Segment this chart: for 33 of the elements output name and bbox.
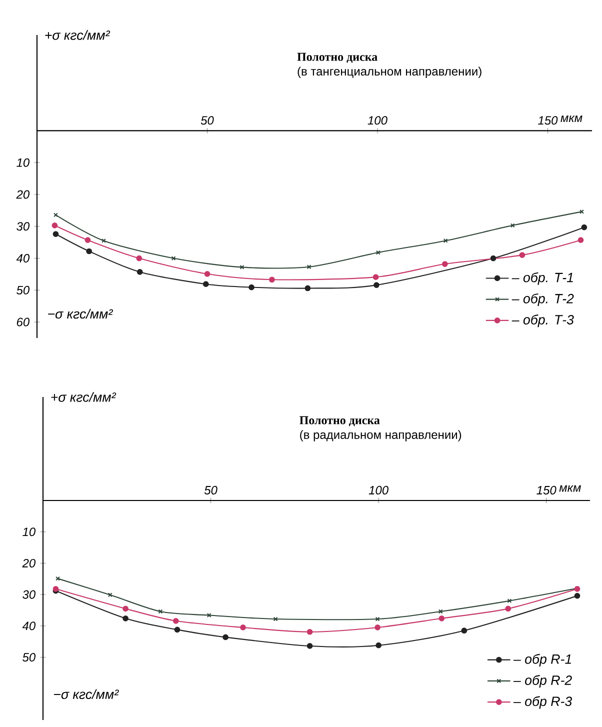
- x-axis-title: мкм: [560, 116, 582, 122]
- legend-label: – обр R-2: [513, 675, 572, 688]
- legend-label: – обр. Т-1: [512, 272, 573, 285]
- y-tick-label: 30: [16, 222, 30, 231]
- annotation: −σ кгс/мм²: [54, 689, 119, 700]
- x-tick-label: 150: [536, 486, 556, 494]
- text: Полотно диска: [300, 416, 380, 426]
- legend-label: – обр R-3: [513, 696, 572, 709]
- y-tick-label: 50: [16, 286, 30, 294]
- y-axis-title: +σ кгс/мм²: [51, 392, 116, 402]
- x-tick-label: 50: [204, 486, 218, 494]
- y-tick-label: 60: [16, 318, 30, 326]
- y-tick-label: 20: [22, 558, 36, 568]
- x-tick-label: 50: [200, 116, 214, 125]
- y-tick-label: 40: [16, 254, 30, 263]
- legend-label: – обр R-1: [513, 654, 571, 666]
- y-axis-title: +σ кгс/мм²: [45, 30, 110, 40]
- y-tick-label: 10: [16, 158, 30, 167]
- x-tick-label: 100: [368, 486, 388, 494]
- y-tick-label: 50: [22, 653, 36, 662]
- annotation: −σ кгс/мм²: [48, 308, 114, 319]
- text: (в тангенциальном направлении): [298, 66, 482, 78]
- y-tick-label: 40: [22, 622, 36, 630]
- y-tick-label: 20: [16, 190, 30, 199]
- x-tick-label: 100: [368, 116, 388, 125]
- text: Полотно диска: [297, 52, 378, 63]
- y-tick-label: 30: [22, 590, 36, 599]
- legend-label: – обр. Т-2: [512, 293, 574, 306]
- x-axis-title: мкм: [559, 485, 581, 492]
- legend-label: – обр. Т-3: [512, 314, 574, 328]
- x-tick-label: 150: [538, 116, 558, 125]
- y-tick-label: 10: [22, 528, 36, 536]
- text: (в радиальном направлении): [300, 430, 462, 442]
